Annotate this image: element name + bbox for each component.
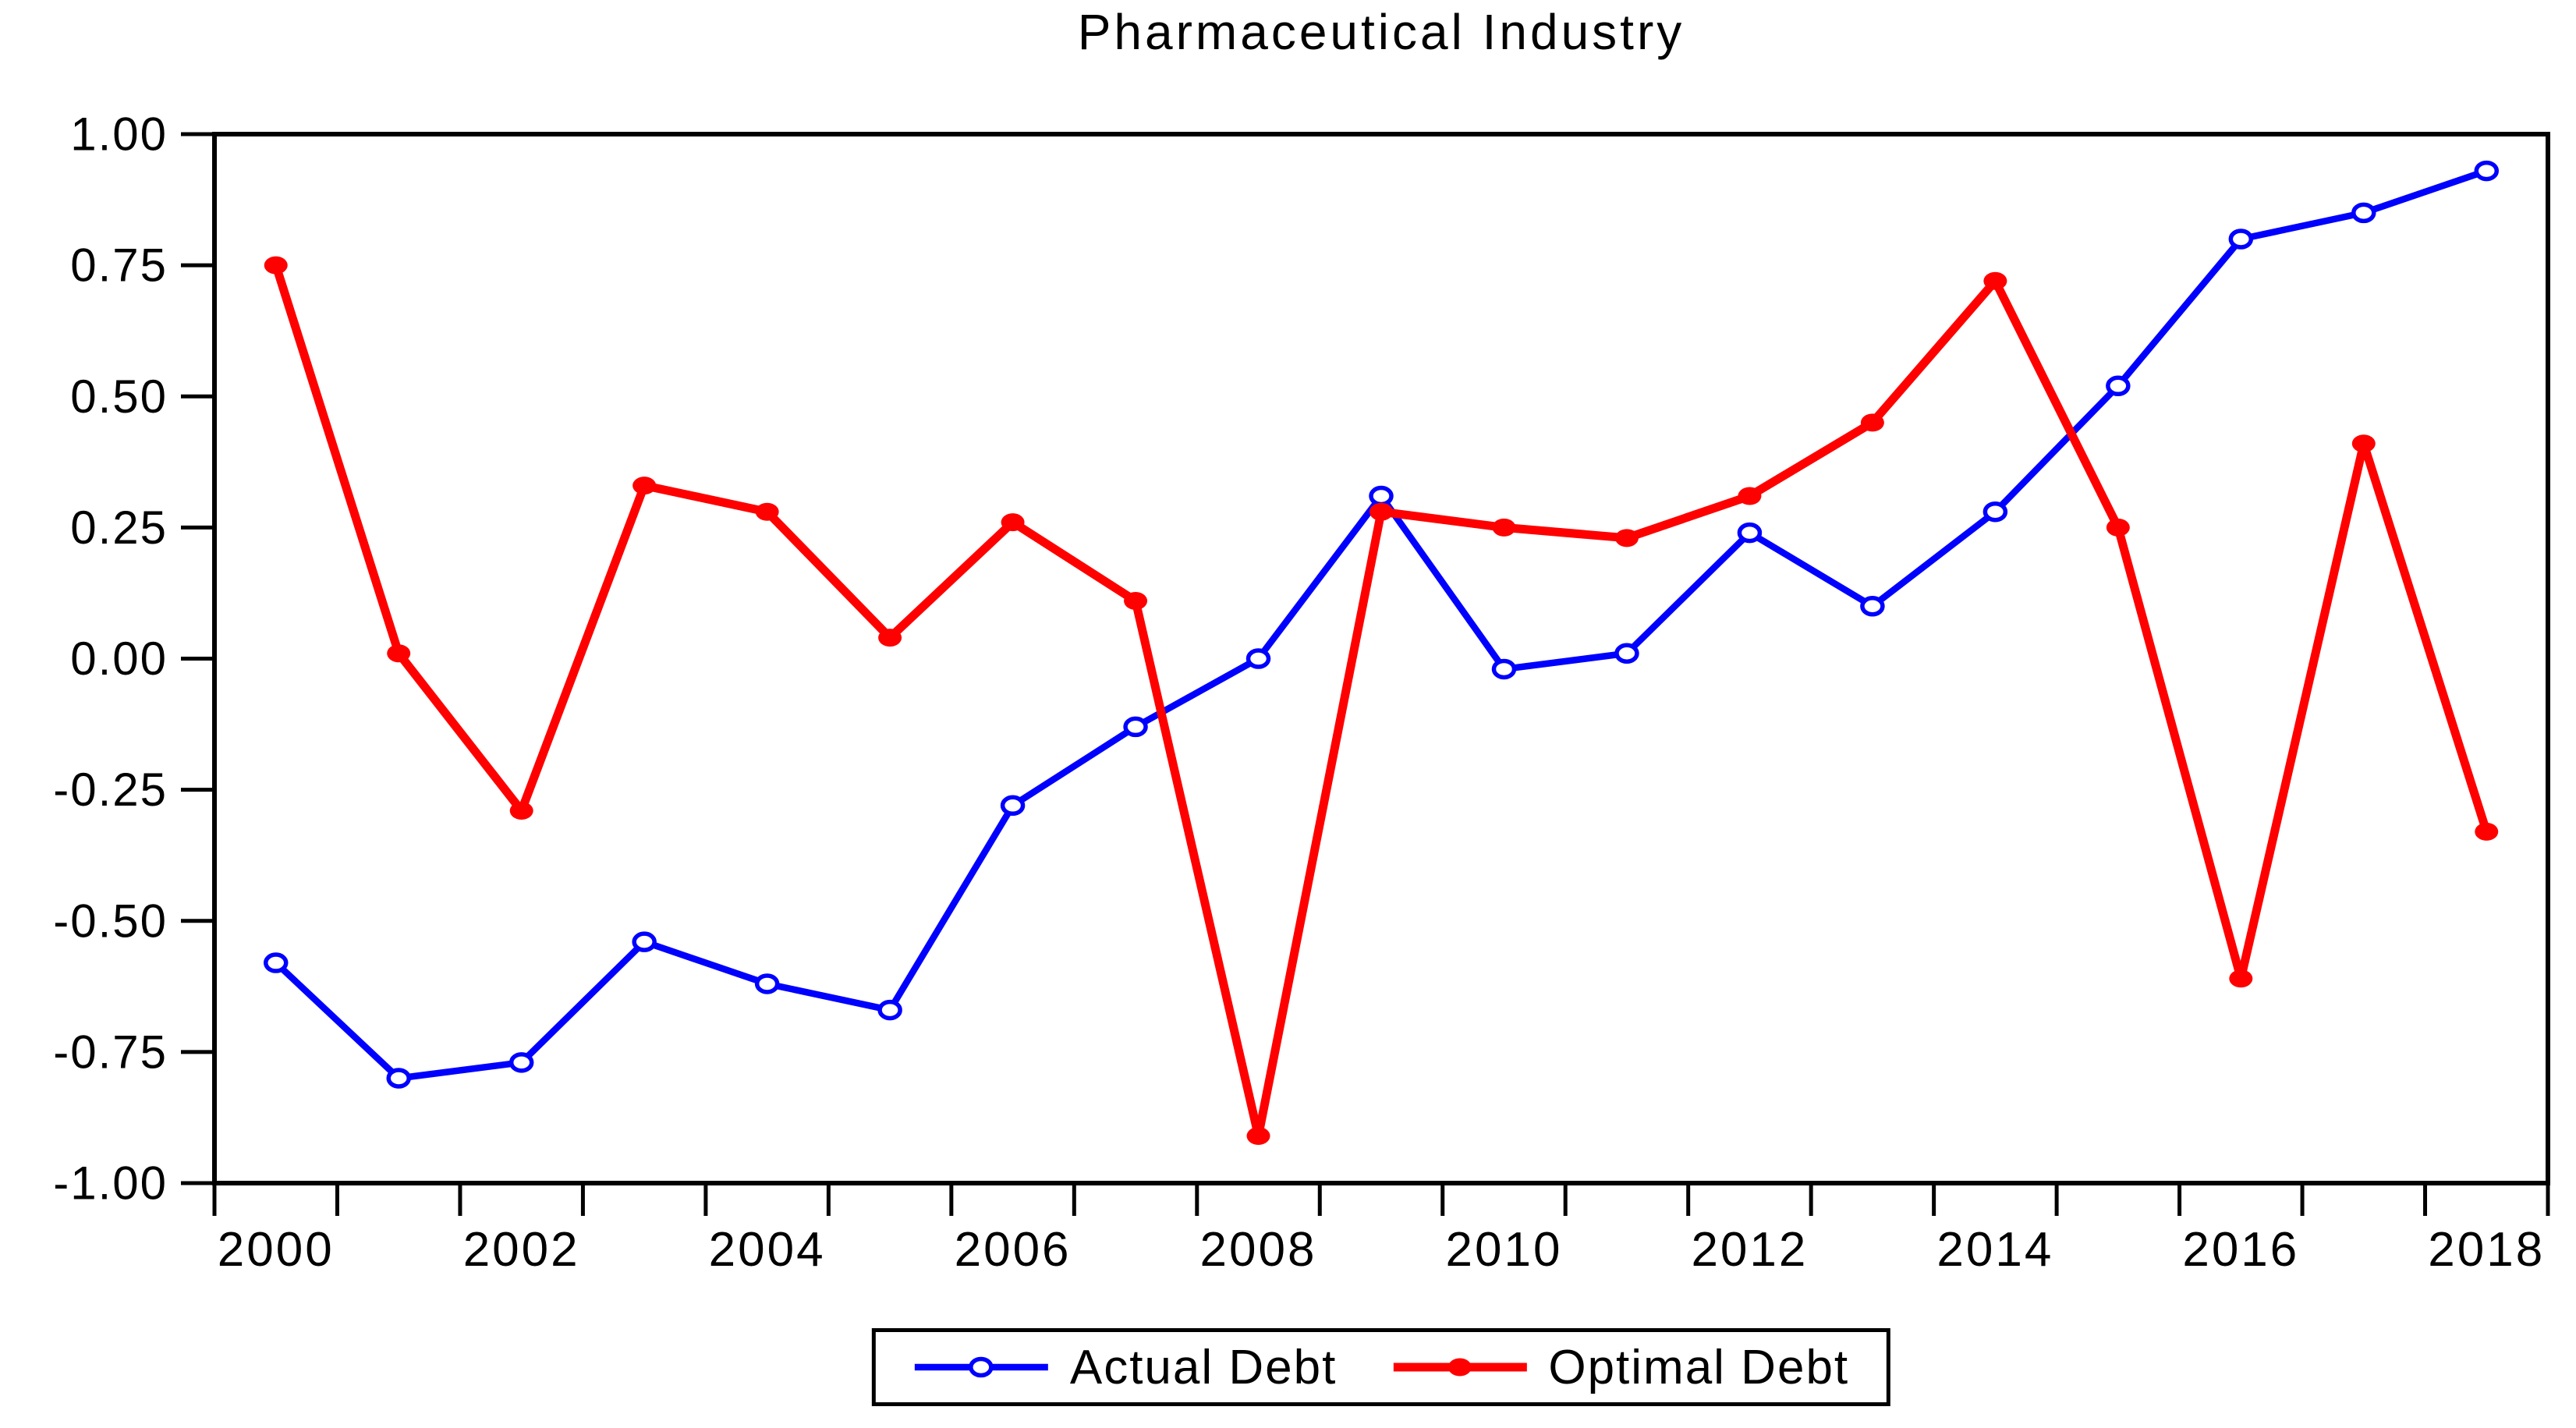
svg-text:1.00: 1.00 <box>70 108 168 161</box>
svg-text:0.00: 0.00 <box>70 633 168 685</box>
optimal-debt-series <box>264 256 2499 1145</box>
svg-text:0.75: 0.75 <box>70 239 168 292</box>
svg-text:-0.25: -0.25 <box>53 764 168 816</box>
svg-text:0.25: 0.25 <box>70 501 168 554</box>
svg-text:2016: 2016 <box>2182 1223 2299 1277</box>
svg-text:2014: 2014 <box>1936 1223 2053 1277</box>
legend-item-actual-debt: Actual Debt <box>913 1340 1338 1395</box>
svg-text:2018: 2018 <box>2428 1223 2545 1277</box>
legend-label-actual-debt: Actual Debt <box>1069 1340 1338 1394</box>
svg-text:0.50: 0.50 <box>70 370 168 423</box>
actual-debt-series <box>263 160 2500 1089</box>
optimal-debt-line-marker-icon <box>1391 1350 1528 1384</box>
legend-label-optimal-debt: Optimal Debt <box>1548 1340 1850 1394</box>
svg-text:2004: 2004 <box>709 1223 826 1277</box>
svg-text:2002: 2002 <box>463 1223 580 1277</box>
x-axis-labels: 2000 2002 2004 2006 2008 2010 2012 2014 2016 2018 <box>218 1223 2545 1277</box>
svg-text:-0.75: -0.75 <box>53 1026 168 1078</box>
x-axis-ticks <box>212 1183 2550 1216</box>
svg-text:2008: 2008 <box>1200 1223 1317 1277</box>
svg-text:2010: 2010 <box>1446 1223 1563 1277</box>
y-axis-labels: 1.00 0.75 0.50 0.25 0.00 -0.25 -0.50 -0.75 -1.00 <box>53 108 168 1210</box>
chart-title: Pharmaceutical Industry <box>1077 4 1685 60</box>
y-axis-ticks <box>181 132 214 1185</box>
svg-text:2000: 2000 <box>218 1223 335 1277</box>
svg-text:-1.00: -1.00 <box>53 1157 168 1210</box>
svg-text:-0.50: -0.50 <box>53 895 168 947</box>
svg-text:2012: 2012 <box>1691 1223 1808 1277</box>
chart-legend: Actual Debt Optimal Debt <box>871 1328 1891 1406</box>
legend-item-optimal-debt: Optimal Debt <box>1391 1340 1849 1395</box>
svg-text:2006: 2006 <box>955 1223 1072 1277</box>
actual-debt-line-marker-icon <box>913 1350 1050 1384</box>
